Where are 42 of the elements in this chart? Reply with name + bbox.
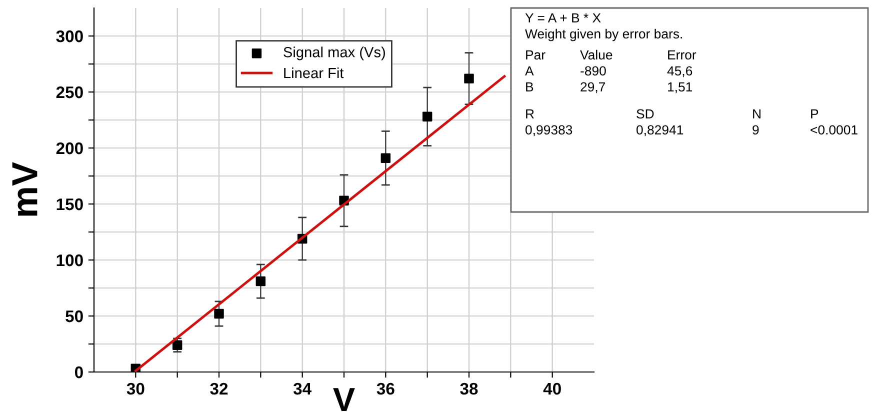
y-axis-title: mV [12, 162, 38, 216]
point [422, 112, 432, 122]
y-tick-label: 250 [56, 86, 83, 98]
x-tick-label: 30 [126, 382, 144, 395]
text: P [811, 109, 818, 118]
point [214, 308, 224, 319]
point [256, 276, 266, 286]
annotation: R [526, 109, 534, 118]
annotation: 0,99383 [526, 125, 572, 136]
text: 0,82941 [636, 125, 684, 136]
annotation: Par [526, 50, 546, 60]
y-tick-label: 300 [56, 30, 83, 42]
annotation: Weight given by error bars. [525, 28, 682, 42]
annotation: A [525, 66, 534, 76]
annotation: 29,7 [580, 82, 606, 94]
x-tick-label: 32 [210, 382, 228, 395]
x-tick-label: 34 [293, 382, 312, 395]
annotation: Value [580, 50, 612, 60]
annotation: Y = A + B * X [525, 13, 601, 22]
y-tick-label: 0 [74, 366, 83, 378]
y-tick-label: 100 [56, 254, 83, 266]
text: SD [636, 109, 654, 119]
y-tick-label: 200 [56, 142, 83, 154]
point [172, 340, 182, 350]
x-axis-title: V [333, 388, 355, 411]
text: 45,6 [667, 66, 692, 78]
point [464, 74, 474, 84]
legend-label: Linear Fit [284, 67, 344, 78]
legend-label: Signal max (Vs) [284, 46, 385, 60]
text: 9 [752, 125, 759, 135]
text: N [753, 109, 760, 118]
y-tick-label: 50 [66, 310, 83, 322]
point [380, 153, 391, 163]
text: Error [668, 50, 696, 60]
x-tick-label: 36 [376, 382, 394, 395]
annotation: B [526, 82, 534, 92]
y-tick-label: 150 [56, 198, 83, 210]
annotation: -890 [580, 66, 606, 76]
text: 1,51 [668, 82, 692, 94]
x-tick-label: 38 [460, 382, 478, 395]
x-tick-label: 40 [543, 382, 561, 395]
text: <0.0001 [810, 125, 858, 135]
